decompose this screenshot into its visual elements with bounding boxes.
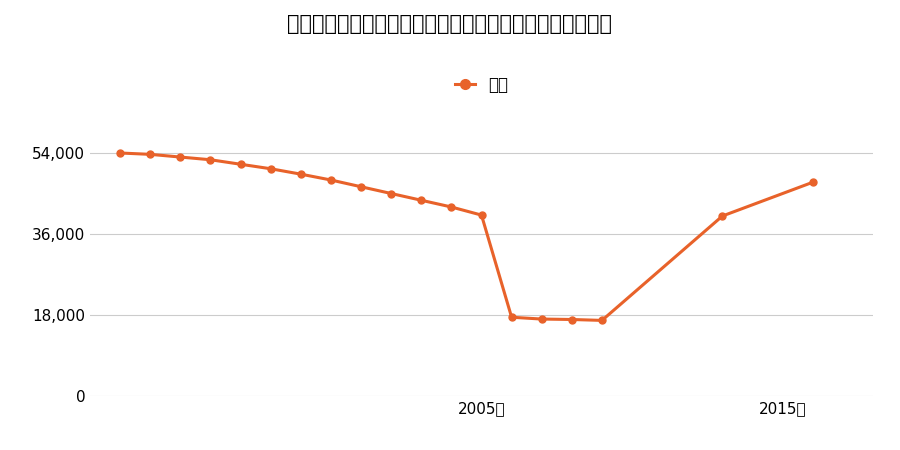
価格 [476,212,487,218]
価格 [566,317,577,322]
価格 [205,157,216,162]
価格 [386,191,397,196]
価格 [326,177,337,183]
価格 [356,184,366,189]
価格 [295,171,306,177]
価格 [536,316,547,322]
価格 [446,204,457,210]
価格 [597,318,608,323]
価格 [114,150,125,156]
価格 [416,198,427,203]
価格 [175,154,185,160]
価格 [506,315,517,320]
価格 [235,162,246,167]
価格 [266,166,276,171]
価格 [807,180,818,185]
価格 [717,213,728,219]
Legend: 価格: 価格 [448,70,515,101]
価格 [145,152,156,157]
Text: 福島県いわき市四倉町上仁井田字砂田３４番７の地価推移: 福島県いわき市四倉町上仁井田字砂田３４番７の地価推移 [287,14,613,33]
Line: 価格: 価格 [117,149,816,324]
